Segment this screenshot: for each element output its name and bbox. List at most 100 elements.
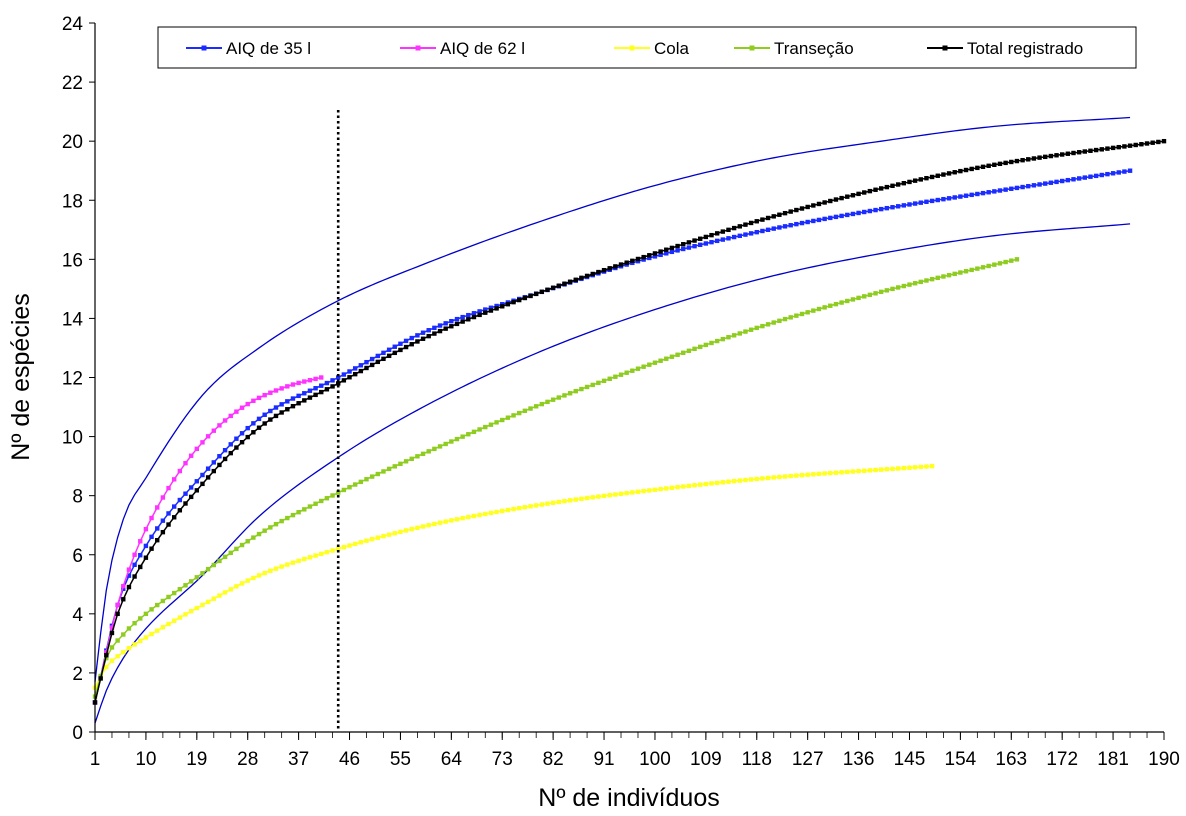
data-point — [924, 199, 929, 204]
data-point — [517, 410, 522, 416]
data-point — [664, 247, 669, 252]
data-point — [194, 446, 200, 452]
data-point — [845, 298, 850, 304]
data-point — [816, 217, 822, 223]
data-point — [811, 218, 816, 224]
data-point — [805, 310, 810, 315]
data-point — [330, 384, 335, 389]
data-point — [1088, 148, 1093, 153]
data-point — [160, 625, 166, 630]
y-tick-label: 24 — [62, 14, 84, 35]
data-point — [658, 252, 663, 258]
data-point — [675, 248, 680, 253]
data-point — [635, 256, 641, 262]
data-point — [477, 512, 482, 518]
data-point — [1133, 142, 1138, 148]
data-point — [483, 307, 488, 312]
data-point — [884, 467, 890, 472]
data-point — [573, 388, 578, 394]
data-point — [194, 605, 200, 611]
data-point — [171, 515, 177, 520]
data-point — [1014, 185, 1020, 191]
data-point — [460, 515, 465, 521]
data-point — [341, 544, 347, 550]
data-point — [805, 472, 810, 477]
y-tick-label: 14 — [62, 309, 84, 330]
data-point — [273, 388, 279, 393]
data-point — [460, 314, 465, 320]
data-point — [386, 347, 392, 352]
data-point — [618, 262, 624, 267]
data-point — [375, 535, 380, 540]
data-point — [177, 586, 183, 592]
data-point — [251, 535, 256, 540]
data-point — [205, 475, 211, 480]
data-point — [624, 370, 629, 375]
data-point — [239, 542, 245, 548]
data-point — [296, 401, 301, 406]
data-point — [347, 369, 352, 374]
data-point — [647, 255, 652, 261]
data-point — [222, 590, 228, 595]
data-point — [155, 602, 160, 608]
data-point — [217, 423, 222, 428]
data-point — [369, 356, 375, 362]
data-point — [1059, 152, 1065, 157]
data-point — [1099, 147, 1104, 152]
data-point — [228, 450, 233, 456]
data-point — [669, 249, 675, 255]
data-point — [709, 340, 714, 346]
x-tick-label: 172 — [1046, 749, 1078, 770]
data-point — [1054, 153, 1059, 158]
data-point — [115, 602, 120, 608]
data-point — [432, 325, 437, 331]
data-point — [777, 474, 782, 480]
data-point — [929, 276, 935, 282]
data-point — [845, 194, 850, 199]
data-point — [856, 468, 861, 474]
data-point — [884, 205, 890, 211]
data-point — [517, 297, 522, 303]
data-point — [358, 368, 364, 374]
data-point — [1020, 157, 1025, 163]
data-point — [935, 173, 940, 178]
data-point — [550, 397, 556, 402]
data-point — [183, 501, 188, 506]
data-point — [1082, 149, 1088, 154]
data-point — [177, 615, 183, 620]
series-3 — [92, 257, 1020, 699]
data-point — [890, 205, 895, 210]
data-point — [879, 206, 884, 212]
data-point — [533, 404, 539, 409]
data-point — [912, 465, 918, 470]
data-point — [760, 323, 765, 329]
data-point — [596, 494, 601, 499]
data-point — [952, 271, 957, 277]
data-point — [200, 472, 205, 478]
data-point — [211, 562, 216, 568]
data-point — [969, 267, 974, 273]
data-point — [1009, 258, 1014, 263]
data-point — [426, 328, 431, 333]
data-point — [1099, 172, 1104, 178]
data-point — [477, 427, 482, 432]
data-point — [635, 489, 641, 494]
data-point — [115, 638, 120, 643]
data-point — [420, 451, 426, 457]
data-point — [177, 497, 183, 503]
data-point — [811, 472, 816, 477]
data-point — [160, 495, 166, 500]
data-point — [132, 552, 137, 557]
data-point — [511, 299, 516, 305]
data-point — [109, 630, 115, 636]
data-point — [143, 555, 149, 560]
data-point — [788, 315, 793, 320]
data-point — [799, 311, 805, 317]
data-point — [1059, 178, 1065, 184]
data-point — [517, 505, 522, 511]
data-point — [641, 488, 646, 494]
data-point — [952, 170, 957, 175]
data-point — [319, 389, 324, 395]
data-point — [879, 467, 884, 472]
data-point — [562, 393, 567, 398]
